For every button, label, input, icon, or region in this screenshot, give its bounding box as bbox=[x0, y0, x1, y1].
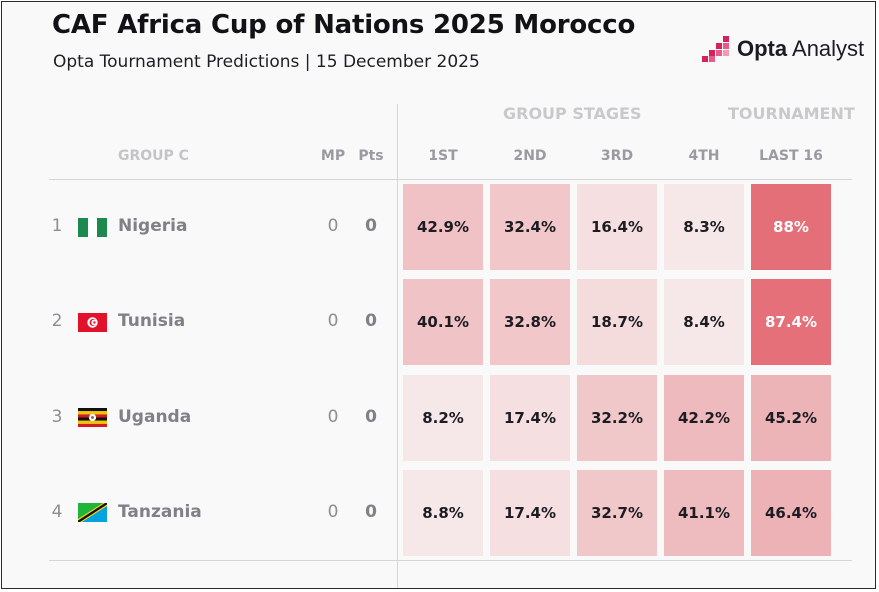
matches-played: 0 bbox=[327, 216, 339, 236]
points: 0 bbox=[365, 502, 377, 522]
col-header-mp: MP bbox=[320, 148, 346, 164]
col-header-1st: 1ST bbox=[428, 148, 458, 164]
page-subtitle: Opta Tournament Predictions | 15 Decembe… bbox=[53, 52, 480, 72]
points: 0 bbox=[365, 216, 377, 236]
prob-3rd-cell: 18.7% bbox=[577, 279, 657, 365]
prob-1st-cell: 42.9% bbox=[403, 184, 483, 270]
prob-last16-cell: 45.2% bbox=[751, 375, 831, 461]
team-rank: 3 bbox=[51, 407, 63, 427]
matches-played: 0 bbox=[327, 311, 339, 331]
team-rank: 1 bbox=[51, 216, 63, 236]
tanzania-flag-icon bbox=[78, 503, 107, 522]
prob-2nd-cell: 32.8% bbox=[490, 279, 570, 365]
page-title: CAF Africa Cup of Nations 2025 Morocco bbox=[52, 10, 636, 40]
team-rank: 2 bbox=[51, 311, 63, 331]
footer-divider bbox=[49, 560, 852, 561]
prob-2nd-cell: 17.4% bbox=[490, 470, 570, 556]
section-tournament: TOURNAMENT bbox=[728, 104, 855, 123]
logo-strong: Opta bbox=[737, 36, 788, 61]
header-divider bbox=[49, 179, 852, 180]
logo-wordmark: Opta Analyst bbox=[737, 36, 864, 62]
prob-1st-cell: 8.8% bbox=[403, 470, 483, 556]
matches-played: 0 bbox=[327, 407, 339, 427]
prob-3rd-cell: 32.2% bbox=[577, 375, 657, 461]
team-name: Uganda bbox=[118, 407, 192, 427]
team-name: Tunisia bbox=[118, 311, 186, 331]
col-header-3rd: 3RD bbox=[600, 148, 634, 164]
col-header-4th: 4TH bbox=[688, 148, 720, 164]
matches-played: 0 bbox=[327, 502, 339, 522]
tunisia-flag-icon bbox=[78, 313, 107, 332]
prob-1st-cell: 8.2% bbox=[403, 375, 483, 461]
points: 0 bbox=[365, 311, 377, 331]
opta-logo-icon bbox=[702, 36, 729, 62]
col-header-2nd: 2ND bbox=[513, 148, 547, 164]
prob-4th-cell: 8.4% bbox=[664, 279, 744, 365]
team-name: Tanzania bbox=[118, 502, 202, 522]
prob-4th-cell: 41.1% bbox=[664, 470, 744, 556]
col-header-last16: LAST 16 bbox=[759, 148, 823, 164]
nigeria-flag-icon bbox=[78, 218, 107, 237]
prob-4th-cell: 42.2% bbox=[664, 375, 744, 461]
prob-4th-cell: 8.3% bbox=[664, 184, 744, 270]
team-name: Nigeria bbox=[118, 216, 188, 236]
prob-2nd-cell: 17.4% bbox=[490, 375, 570, 461]
logo-rest: Analyst bbox=[787, 36, 865, 61]
prob-3rd-cell: 16.4% bbox=[577, 184, 657, 270]
prob-last16-cell: 88% bbox=[751, 184, 831, 270]
team-rank: 4 bbox=[51, 502, 63, 522]
section-group-stages: GROUP STAGES bbox=[503, 104, 642, 123]
prob-last16-cell: 46.4% bbox=[751, 470, 831, 556]
group-label: GROUP C bbox=[118, 148, 189, 164]
prob-last16-cell: 87.4% bbox=[751, 279, 831, 365]
uganda-flag-icon bbox=[78, 408, 107, 427]
prob-3rd-cell: 32.7% bbox=[577, 470, 657, 556]
opta-analyst-logo: Opta Analyst bbox=[701, 33, 864, 65]
points: 0 bbox=[365, 407, 377, 427]
col-header-pts: Pts bbox=[358, 148, 384, 164]
prob-1st-cell: 40.1% bbox=[403, 279, 483, 365]
column-divider bbox=[397, 104, 398, 588]
prob-2nd-cell: 32.4% bbox=[490, 184, 570, 270]
